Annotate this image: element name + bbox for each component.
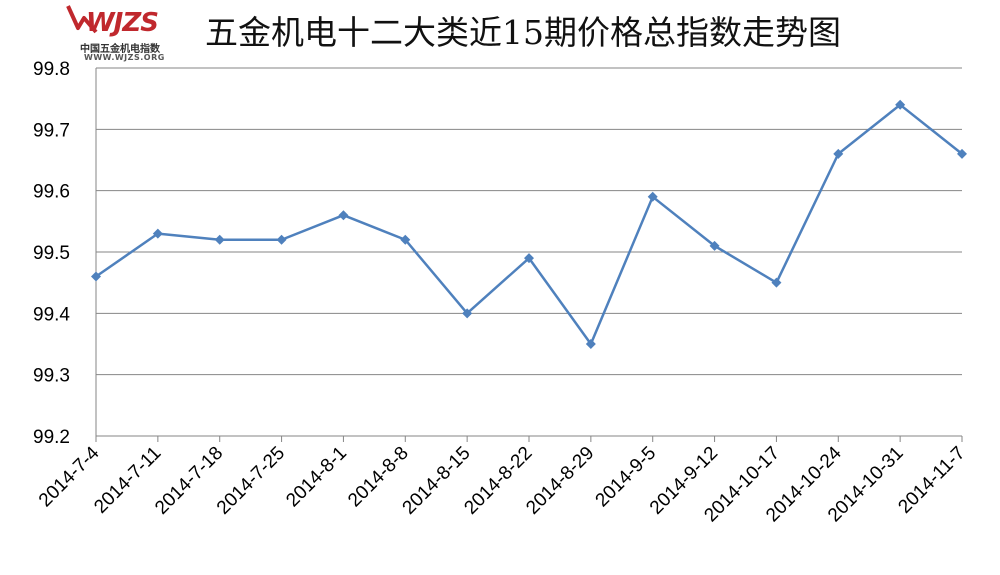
y-tick-label: 99.7 (33, 120, 70, 141)
logo-wordmark: WJZS (86, 8, 159, 38)
data-point (585, 339, 596, 349)
data-point (647, 191, 658, 202)
y-tick-label: 99.8 (33, 59, 70, 80)
x-tick-label: 2014-8-1 (282, 443, 351, 512)
data-point (338, 210, 349, 221)
x-tick-label: 2014-8-29 (522, 443, 598, 519)
data-point (276, 234, 287, 245)
y-tick-label: 99.6 (33, 182, 70, 203)
data-point (400, 234, 411, 245)
wjzs-logo: WJZS 中国五金机电指数 WWW.WJZS.ORG (64, 2, 176, 68)
x-tick-label: 2014-11-7 (894, 443, 969, 518)
y-tick-label: 99.4 (33, 304, 70, 325)
data-point (91, 271, 101, 282)
data-point (895, 99, 906, 110)
data-point (833, 148, 844, 159)
y-tick-label: 99.2 (33, 427, 70, 448)
x-tick-label: 2014-7-25 (213, 443, 289, 519)
series-line (95, 103, 963, 346)
chart-title: 五金机电十二大类近15期价格总指数走势图 (205, 13, 841, 52)
logo-url: WWW.WJZS.ORG (84, 53, 165, 62)
data-point (957, 148, 967, 159)
data-point (771, 277, 782, 288)
data-point (462, 308, 473, 319)
data-point (524, 253, 534, 264)
logo-chinese-name: 中国五金机电指数 (80, 44, 160, 55)
y-tick-label: 99.3 (33, 366, 70, 387)
data-point (152, 228, 163, 239)
data-point (214, 234, 225, 245)
arrow-logo-icon (66, 5, 98, 34)
y-tick-label: 99.5 (33, 243, 70, 264)
data-point (709, 240, 720, 251)
